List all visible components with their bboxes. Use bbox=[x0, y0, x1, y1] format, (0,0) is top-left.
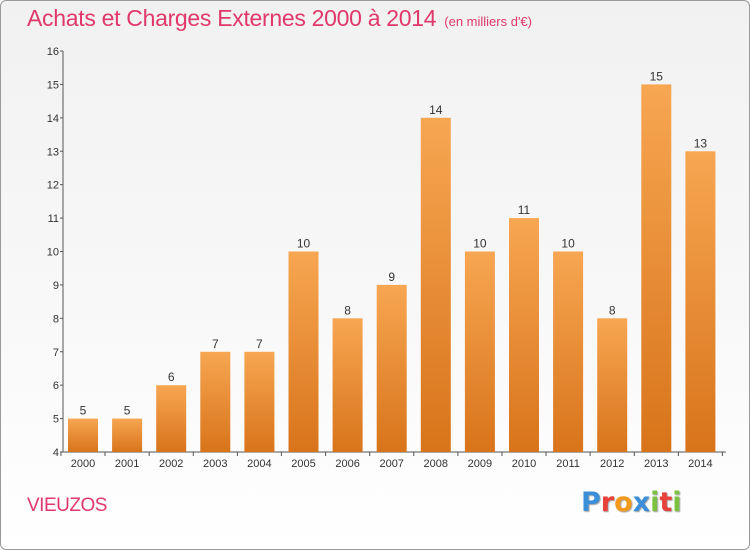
x-tick-label: 2009 bbox=[468, 458, 492, 470]
y-tick-label: 8 bbox=[53, 313, 59, 325]
labels: 5 2000 5 2001 6 2002 7 2003 7 2004 10 2005 8 2006 9 200… bbox=[71, 69, 713, 470]
bar-2007 bbox=[376, 284, 407, 452]
y-tick-label: 4 bbox=[53, 447, 59, 459]
logo-letter: o bbox=[614, 487, 633, 518]
bar-2000 bbox=[68, 418, 98, 452]
data-label: 14 bbox=[429, 103, 443, 117]
logo-letter: i bbox=[672, 487, 682, 518]
proxiti-logo[interactable]: Proxiti bbox=[581, 487, 682, 518]
chart-title-text: Achats et Charges Externes 2000 à 2014 bbox=[27, 5, 437, 31]
x-tick-label: 2004 bbox=[247, 458, 271, 470]
y-tick-label: 10 bbox=[47, 247, 59, 259]
y-tick-label: 9 bbox=[53, 280, 59, 292]
x-tick-label: 2003 bbox=[203, 458, 227, 470]
logo-letter: r bbox=[600, 487, 615, 518]
x-tick-label: 2001 bbox=[115, 458, 139, 470]
y-tick-label: 6 bbox=[53, 380, 59, 392]
data-label: 7 bbox=[256, 337, 263, 351]
data-label: 11 bbox=[518, 203, 531, 217]
x-tick-label: 2007 bbox=[379, 458, 403, 470]
data-label: 15 bbox=[650, 69, 664, 83]
x-tick-label: 2008 bbox=[424, 458, 448, 470]
data-label: 13 bbox=[694, 136, 708, 150]
x-tick-label: 2010 bbox=[512, 458, 536, 470]
data-label: 10 bbox=[297, 237, 311, 251]
data-label: 7 bbox=[212, 337, 219, 351]
chart-subtitle: (en milliers d'€) bbox=[444, 14, 532, 29]
logo-letter: x bbox=[632, 487, 651, 518]
y-tick-label: 11 bbox=[48, 213, 59, 225]
bar-2005 bbox=[288, 251, 319, 452]
x-tick-label: 2012 bbox=[600, 458, 624, 470]
bar-2008 bbox=[420, 117, 451, 453]
y-tick-label: 5 bbox=[53, 414, 59, 426]
chart-title: Achats et Charges Externes 2000 à 2014 (e… bbox=[27, 5, 532, 32]
y-tick-label: 7 bbox=[53, 347, 59, 359]
bar-2012 bbox=[597, 318, 628, 452]
data-label: 10 bbox=[561, 237, 575, 251]
logo-letter: t bbox=[659, 487, 673, 518]
x-tick-label: 2000 bbox=[71, 458, 95, 470]
bar-2014 bbox=[685, 151, 716, 453]
bar-2010 bbox=[509, 218, 539, 452]
data-label: 8 bbox=[344, 303, 351, 317]
logo-letter: P bbox=[581, 487, 601, 518]
bar-2009 bbox=[464, 251, 495, 452]
bar-2006 bbox=[332, 318, 363, 452]
y-tick-label: 13 bbox=[47, 146, 59, 158]
logo-letter: i bbox=[650, 487, 660, 518]
x-tick-label: 2013 bbox=[644, 458, 668, 470]
data-label: 9 bbox=[388, 270, 395, 284]
x-tick-label: 2006 bbox=[335, 458, 359, 470]
data-label: 5 bbox=[80, 404, 87, 418]
city-name: VIEUZOS bbox=[27, 495, 107, 516]
bar-2003 bbox=[200, 351, 231, 453]
data-label: 5 bbox=[124, 404, 131, 418]
bar-2004 bbox=[244, 351, 275, 453]
y-tick-label: 15 bbox=[47, 79, 59, 91]
bar-2001 bbox=[112, 418, 143, 452]
x-tick-label: 2014 bbox=[688, 458, 712, 470]
x-tick-label: 2002 bbox=[159, 458, 183, 470]
x-tick-label: 2005 bbox=[291, 458, 315, 470]
bar-2011 bbox=[553, 251, 584, 452]
data-label: 10 bbox=[473, 237, 487, 251]
y-tick-label: 14 bbox=[47, 113, 59, 125]
bar-2002 bbox=[156, 385, 187, 452]
y-tick-label: 16 bbox=[47, 46, 59, 58]
bars bbox=[68, 84, 716, 453]
y-tick-label: 12 bbox=[47, 180, 59, 192]
data-label: 8 bbox=[609, 303, 616, 317]
data-label: 6 bbox=[168, 370, 175, 384]
x-tick-label: 2011 bbox=[556, 458, 580, 470]
bar-2013 bbox=[641, 84, 672, 453]
